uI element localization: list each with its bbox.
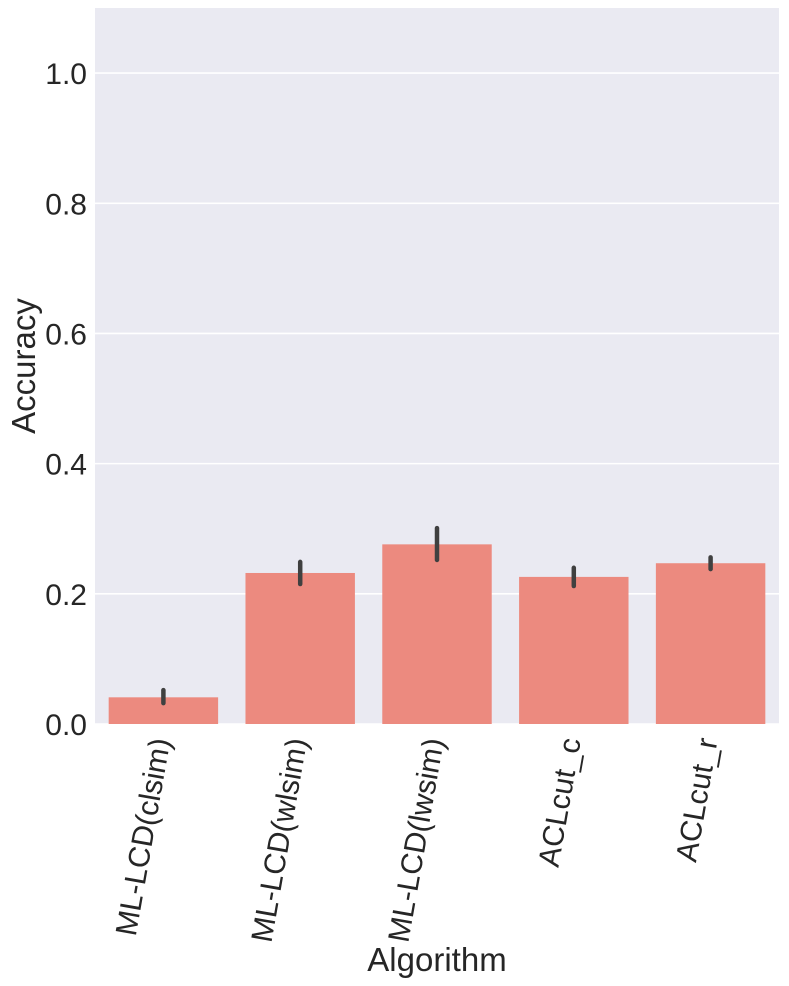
y-tick-label: 0.8 [45,188,87,221]
bar [519,576,629,724]
y-tick-label: 1.0 [45,58,87,91]
x-tick-label: ML-LCD(wlsim) [246,735,314,944]
x-tick-label: ML-LCD(lwsim) [383,735,451,944]
y-axis-title: Accuracy [5,298,42,434]
x-tick-label: ML-LCD(clsim) [110,735,177,938]
y-tick-label: 0.2 [45,579,87,612]
bar [245,572,355,724]
x-tick-label: ACLcut_c [533,735,588,869]
y-tick-labels: 0.0 0.2 0.4 0.6 0.8 1.0 [45,58,87,742]
error-bars [161,525,713,706]
x-tick-label: ACLcut_r [670,735,724,864]
y-tick-label: 0.6 [45,318,87,351]
bar [655,563,766,724]
y-tick-label: 0.0 [45,709,87,742]
bars [108,544,766,724]
bar [382,544,492,724]
x-axis-title: Algorithm [367,941,506,978]
x-tick-labels: ML-LCD(clsim) ML-LCD(wlsim) ML-LCD(lwsim) A… [110,735,724,944]
y-tick-label: 0.4 [45,449,87,482]
